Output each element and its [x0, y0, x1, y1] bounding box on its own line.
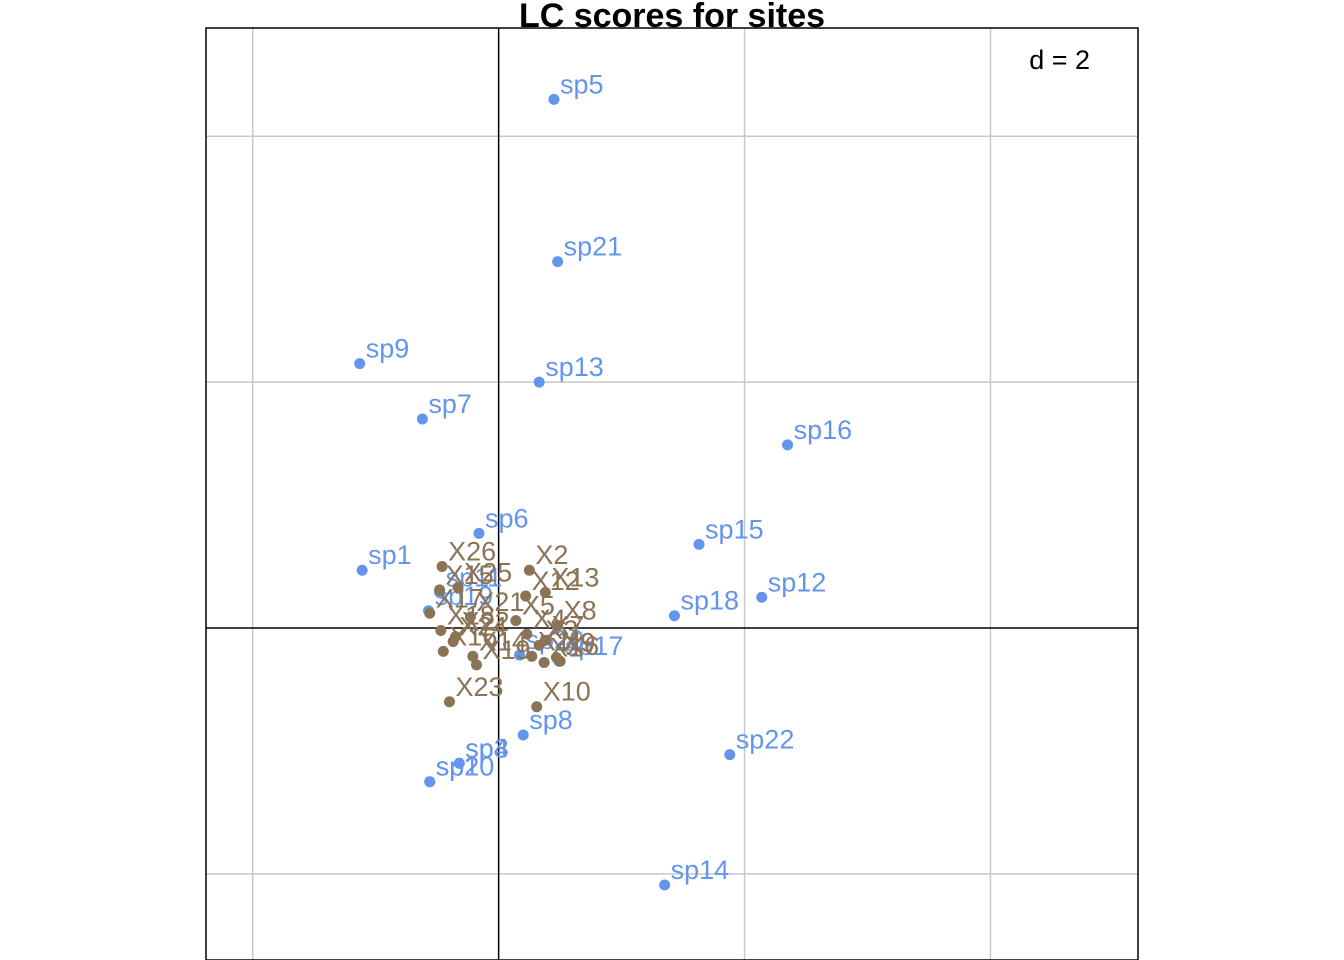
point-X6: [554, 655, 566, 667]
point-sp16: [782, 439, 794, 451]
label-X5: X5: [522, 591, 555, 621]
label-X9: X9: [562, 628, 595, 658]
label-X26: X26: [448, 537, 496, 567]
label-sp2: sp2: [436, 752, 480, 782]
point-X25: [452, 581, 464, 593]
point-sp9: [354, 358, 366, 370]
label-X22: X22: [462, 607, 510, 637]
sites-series: X26X15X25X2X13X12X17X21X5X4X8X18X22X24X1…: [424, 537, 599, 713]
label-sp6: sp6: [485, 503, 529, 533]
point-X13: [539, 586, 551, 598]
label-sp13: sp13: [545, 352, 604, 382]
label-sp7: sp7: [428, 389, 472, 419]
point-X16: [437, 645, 449, 657]
point-sp13: [533, 376, 545, 388]
point-X4: [521, 628, 533, 640]
label-X23: X23: [455, 672, 503, 702]
point-X7: [539, 634, 551, 646]
label-X7: X7: [551, 610, 584, 640]
label-sp1: sp1: [368, 540, 412, 570]
point-X17: [424, 607, 436, 619]
label-X14: X14: [479, 626, 527, 656]
point-X5: [510, 615, 522, 627]
point-X2: [523, 564, 535, 576]
point-sp12: [756, 591, 768, 603]
point-sp20: [514, 649, 526, 661]
label-sp21: sp21: [564, 232, 623, 262]
point-sp15: [693, 538, 705, 550]
label-X11: X11: [538, 626, 584, 656]
point-X10: [531, 701, 543, 713]
point-X23: [443, 696, 455, 708]
label-sp15: sp15: [705, 514, 764, 544]
point-sp10: [424, 776, 436, 788]
point-X19: [471, 659, 483, 671]
label-sp10: sp10: [436, 752, 495, 782]
label-X17: X17: [436, 583, 484, 613]
label-X4: X4: [533, 604, 566, 634]
plot-frame: [205, 27, 1139, 960]
label-sp4: sp4: [465, 733, 509, 763]
label-X3: X3: [545, 615, 578, 645]
point-X18: [435, 624, 447, 636]
label-sp18: sp18: [680, 586, 739, 616]
label-X8: X8: [564, 596, 597, 626]
point-X14: [467, 650, 479, 662]
label-sp19: sp19: [435, 581, 494, 611]
point-X21: [464, 611, 476, 623]
point-sp18: [668, 610, 680, 622]
point-sp7: [416, 413, 428, 425]
label-sp12: sp12: [768, 567, 827, 597]
point-X1: [538, 656, 550, 668]
label-X15: X15: [446, 560, 494, 590]
chart-title: LC scores for sites: [519, 0, 825, 35]
label-sp17: sp17: [565, 631, 624, 661]
point-X12: [520, 590, 532, 602]
point-X15: [434, 584, 446, 596]
scale-label: d = 2: [1029, 45, 1090, 75]
label-X16: X16: [449, 621, 497, 651]
label-X24: X24: [459, 612, 507, 642]
label-sp14: sp14: [671, 855, 730, 885]
label-X25: X25: [464, 557, 512, 587]
label-sp16: sp16: [794, 415, 853, 445]
label-sp22: sp22: [736, 725, 795, 755]
grid-lines: [206, 28, 1138, 960]
point-sp21: [552, 256, 564, 268]
label-X6: X6: [566, 631, 599, 661]
label-X2: X2: [535, 540, 568, 570]
label-X10: X10: [543, 677, 591, 707]
zero-axes: [206, 28, 1138, 960]
label-X21: X21: [476, 587, 524, 617]
point-sp8: [517, 729, 529, 741]
label-X1: X1: [550, 632, 583, 662]
label-sp9: sp9: [366, 334, 410, 364]
label-X19: X19: [483, 635, 531, 665]
label-X18: X18: [447, 600, 495, 630]
point-sp14: [659, 879, 671, 891]
point-X8: [552, 620, 564, 632]
point-sp1: [356, 564, 368, 576]
point-sp5: [548, 93, 560, 105]
label-X12: X12: [532, 566, 580, 596]
point-sp22: [724, 749, 736, 761]
point-X26: [436, 561, 448, 573]
point-X11: [526, 650, 538, 662]
label-sp5: sp5: [560, 69, 604, 99]
point-sp6: [473, 527, 485, 539]
label-X13: X13: [551, 562, 599, 592]
label-sp3: sp3: [465, 733, 509, 763]
point-sp4: [453, 757, 465, 769]
point-X24: [447, 636, 459, 648]
